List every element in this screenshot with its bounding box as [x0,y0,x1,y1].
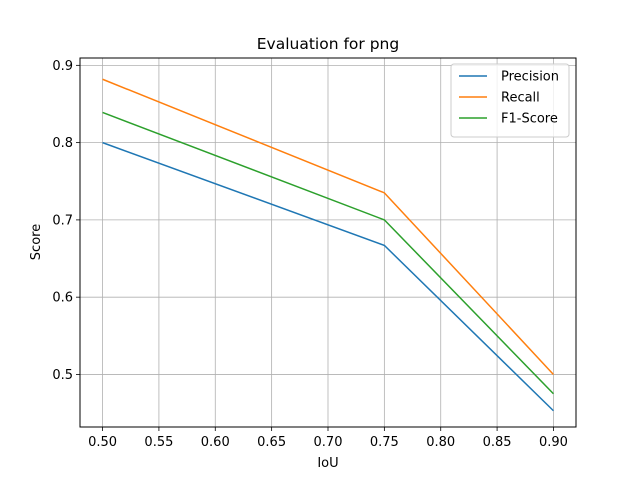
x-tick-label: 0.80 [426,435,455,450]
y-tick-label: 0.8 [52,136,73,151]
y-axis-ticks: 0.5 0.6 0.7 0.8 0.9 [52,59,80,383]
y-axis-label: Score [29,224,44,260]
y-tick-label: 0.6 [52,291,73,306]
x-tick-label: 0.55 [144,435,173,450]
series-lines [102,78,554,412]
legend-label: F1-Score [501,112,558,127]
legend: Precision Recall F1-Score [450,63,570,138]
series-line-precision [102,141,554,412]
x-axis-label: IoU [317,456,338,471]
y-tick-label: 0.7 [52,213,73,228]
x-tick-label: 0.60 [201,435,230,450]
x-tick-label: 0.65 [257,435,286,450]
x-tick-label: 0.70 [314,435,343,450]
x-tick-label: 0.85 [483,435,512,450]
chart-title: Evaluation for png [257,35,399,53]
y-tick-label: 0.9 [52,59,73,74]
legend-label: Precision [501,70,559,85]
legend-label: Recall [501,91,540,106]
y-tick-label: 0.5 [52,368,73,383]
x-tick-label: 0.50 [88,435,117,450]
x-axis-ticks: 0.50 0.55 0.60 0.65 0.70 0.75 0.80 0.85 0.90 [88,427,568,450]
x-tick-label: 0.90 [539,435,568,450]
series-line-f1-score [102,111,554,395]
series-line-recall [102,78,554,375]
x-tick-label: 0.75 [370,435,399,450]
